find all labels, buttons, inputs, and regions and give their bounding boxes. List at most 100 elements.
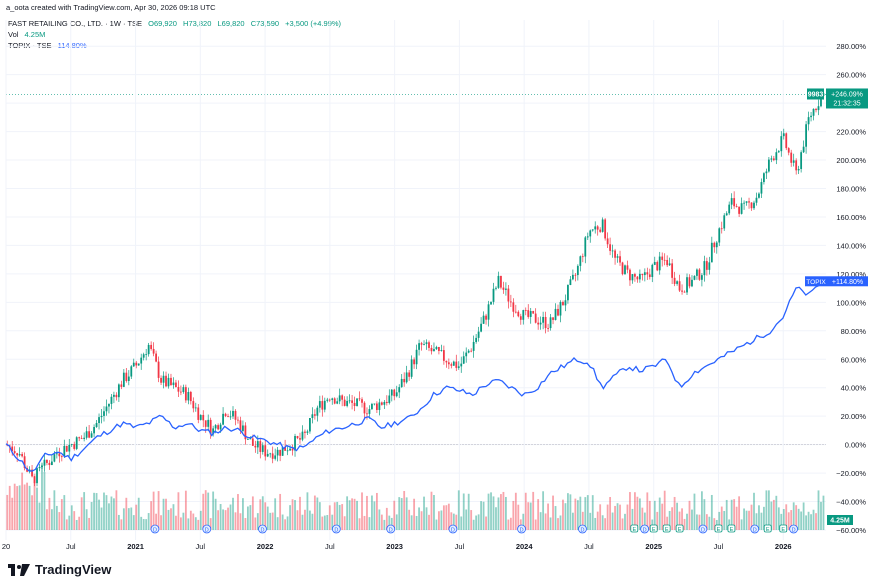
- volume-bar: [529, 502, 532, 530]
- volume-bar: [787, 512, 790, 530]
- candle-body: [641, 273, 644, 276]
- candle-body: [571, 274, 574, 280]
- candle-body: [725, 213, 728, 216]
- x-tick-label: 2026: [775, 542, 792, 551]
- volume-bar: [807, 511, 810, 530]
- candle-body: [108, 403, 110, 407]
- volume-bar: [125, 497, 128, 530]
- volume-bar: [698, 514, 701, 530]
- volume-legend[interactable]: Vol 4.25M: [8, 30, 49, 39]
- symbol-tag-text: 9983: [808, 91, 824, 98]
- volume-bar: [509, 517, 512, 530]
- volume-bar: [497, 497, 500, 530]
- candle-body: [246, 439, 249, 440]
- candle-body: [338, 395, 341, 402]
- compare-legend[interactable]: TOPIX · TSE 114.80%: [8, 41, 91, 50]
- candle-body: [576, 265, 579, 276]
- volume-bar: [703, 499, 706, 530]
- volume-bar: [199, 510, 202, 530]
- y-tick-label: 160.00%: [836, 213, 866, 222]
- dividend-marker-label: D: [451, 528, 455, 534]
- volume-bar: [43, 471, 46, 530]
- candle-body: [331, 398, 334, 400]
- candle-body: [557, 308, 559, 316]
- volume-bar: [390, 517, 393, 530]
- candle-body: [294, 436, 296, 451]
- volume-bar: [705, 514, 708, 530]
- candle-body: [413, 359, 416, 365]
- volume-bar: [63, 495, 66, 530]
- candle-body: [207, 419, 210, 427]
- volume-bar: [348, 500, 351, 530]
- volume-bar: [296, 510, 299, 530]
- volume-bar: [696, 514, 698, 530]
- volume-bar: [95, 493, 98, 530]
- volume-bar: [353, 498, 356, 530]
- candle-body: [666, 259, 669, 266]
- earnings-marker-icon: [779, 524, 788, 533]
- volume-bar: [13, 483, 16, 530]
- candle-body: [194, 407, 197, 409]
- candle-body: [103, 411, 105, 416]
- candle-body: [544, 316, 547, 329]
- candle-body: [554, 308, 557, 320]
- candle-body: [643, 272, 646, 276]
- volume-bar: [286, 516, 289, 530]
- volume-bar: [234, 512, 237, 530]
- dividend-marker-label: D: [753, 528, 757, 534]
- price-chart[interactable]: 280.00%260.00%240.00%220.00%200.00%180.0…: [0, 0, 870, 554]
- dividend-marker-icon: [750, 524, 760, 534]
- volume-bar: [244, 517, 247, 530]
- volume-bar: [31, 495, 33, 530]
- candle-body: [43, 459, 46, 466]
- x-tick-label: 2025: [645, 542, 662, 551]
- candle-body: [326, 399, 329, 401]
- volume-bar: [53, 490, 56, 530]
- candle-body: [589, 230, 592, 237]
- x-tick-label: 2023: [386, 542, 403, 551]
- candle-body: [447, 362, 450, 365]
- candle-body: [723, 215, 726, 229]
- y-axis: 280.00%260.00%240.00%220.00%200.00%180.0…: [836, 42, 866, 535]
- candle-body: [393, 389, 396, 397]
- candle-body: [668, 263, 671, 266]
- candle-body: [812, 108, 815, 116]
- volume-bar: [254, 517, 257, 530]
- volume-bar: [261, 496, 264, 530]
- volume-bar: [304, 509, 306, 530]
- dividend-marker-label: D: [580, 528, 584, 534]
- candle-body: [817, 106, 820, 111]
- candle-body: [113, 394, 115, 397]
- candle-body: [492, 288, 495, 302]
- candle-body: [170, 377, 172, 386]
- volume-bar: [567, 493, 569, 530]
- volume-bar: [294, 500, 296, 530]
- volume-bar: [145, 519, 148, 530]
- earnings-marker-label: E: [678, 527, 682, 533]
- volume-bar: [80, 497, 83, 530]
- candle-body: [579, 256, 582, 266]
- candle-body: [120, 384, 123, 387]
- candle-body: [83, 437, 86, 439]
- volume-bar: [227, 507, 229, 530]
- candle-body: [53, 454, 56, 462]
- candle-body: [584, 237, 587, 257]
- candle-body: [467, 350, 470, 353]
- candle-body: [718, 228, 721, 243]
- y-tick-label: −20.00%: [836, 469, 866, 478]
- volume-bar: [492, 496, 495, 530]
- volume-bar: [457, 490, 460, 530]
- dividend-marker-label: D: [643, 528, 647, 534]
- candle-body: [549, 317, 552, 329]
- dividend-marker-icon: [789, 524, 799, 534]
- volume-bar: [400, 498, 403, 530]
- candle-body: [440, 350, 443, 351]
- candle-body: [73, 444, 76, 449]
- candle-body: [259, 441, 262, 452]
- volume-bar: [817, 490, 820, 530]
- volume-bar: [673, 496, 676, 530]
- candle-body: [373, 403, 376, 405]
- candle-body: [758, 193, 760, 198]
- candle-body: [604, 219, 607, 239]
- dividend-marker-label: D: [792, 528, 796, 534]
